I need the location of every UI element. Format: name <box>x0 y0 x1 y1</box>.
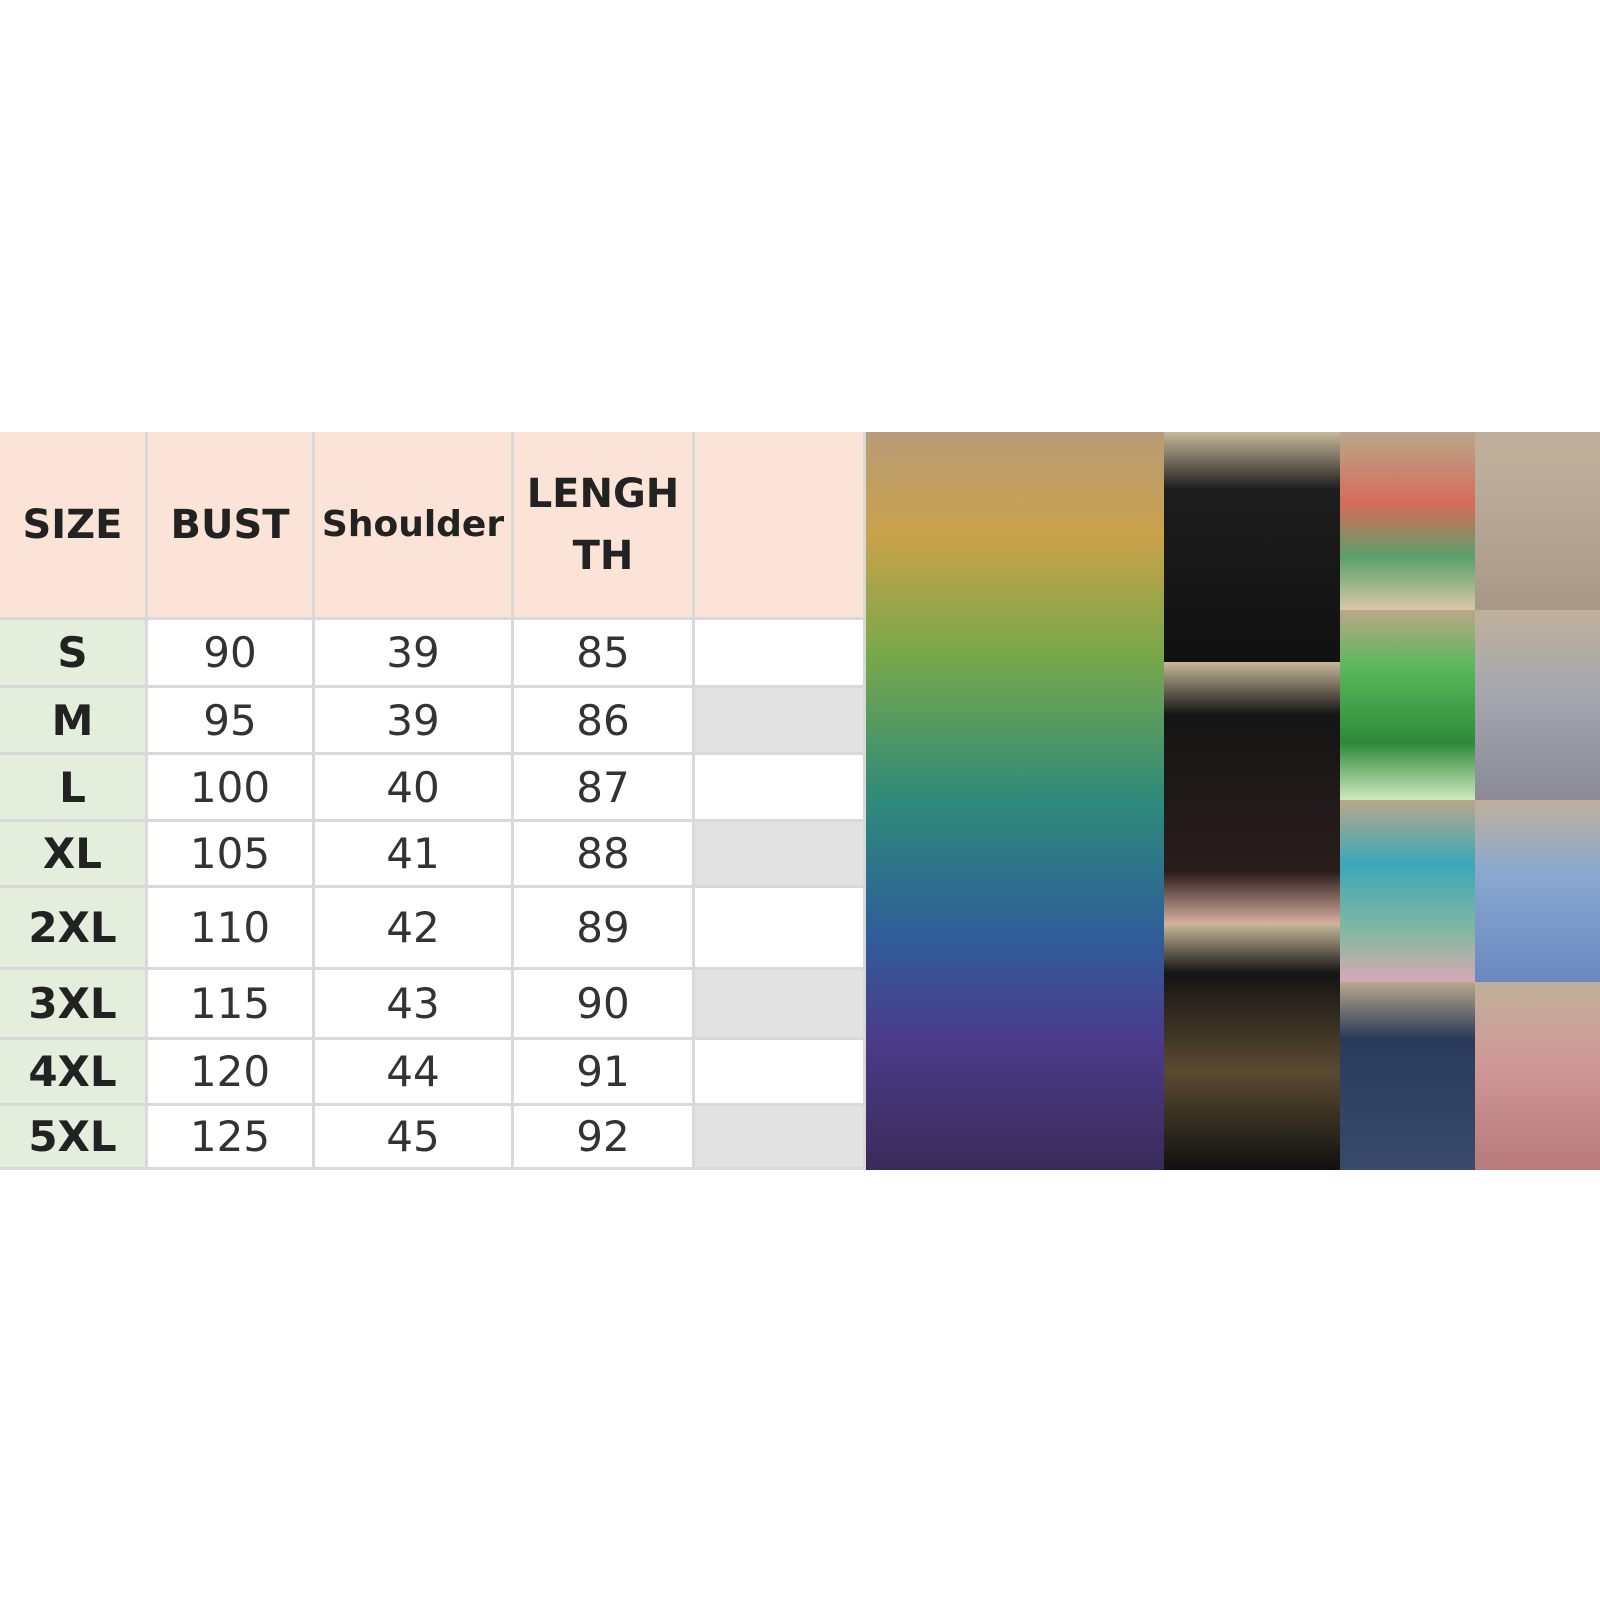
header-cell: BUST <box>148 432 315 620</box>
value-cell: 86 <box>514 688 695 755</box>
thumb <box>1164 924 1340 1170</box>
value-cell: 105 <box>148 822 315 888</box>
main-photo <box>866 432 1164 1170</box>
value-cell: 45 <box>315 1106 514 1170</box>
thumb <box>1475 982 1600 1170</box>
size-cell: 4XL <box>0 1040 148 1106</box>
value-cell: 43 <box>315 970 514 1040</box>
empty-cell <box>695 1106 866 1170</box>
empty-cell <box>695 620 866 688</box>
empty-cell <box>695 970 866 1040</box>
header-cell: Shoulder <box>315 432 514 620</box>
size-cell: 2XL <box>0 888 148 970</box>
header-cell <box>695 432 866 620</box>
value-cell: 41 <box>315 822 514 888</box>
thumb <box>1164 432 1340 662</box>
value-cell: 87 <box>514 755 695 822</box>
header-cell: SIZE <box>0 432 148 620</box>
size-cell: S <box>0 620 148 688</box>
empty-cell <box>695 755 866 822</box>
value-cell: 92 <box>514 1106 695 1170</box>
size-cell: 5XL <box>0 1106 148 1170</box>
value-cell: 39 <box>315 620 514 688</box>
size-cell: L <box>0 755 148 822</box>
value-cell: 95 <box>148 688 315 755</box>
thumb <box>1340 610 1475 800</box>
thumb <box>1340 982 1475 1170</box>
value-cell: 115 <box>148 970 315 1040</box>
value-cell: 44 <box>315 1040 514 1106</box>
value-cell: 89 <box>514 888 695 970</box>
thumb <box>1475 610 1600 800</box>
header-cell: LENGH TH <box>514 432 695 620</box>
value-cell: 90 <box>514 970 695 1040</box>
value-cell: 90 <box>148 620 315 688</box>
value-cell: 120 <box>148 1040 315 1106</box>
value-cell: 100 <box>148 755 315 822</box>
value-cell: 110 <box>148 888 315 970</box>
value-cell: 85 <box>514 620 695 688</box>
thumb <box>1164 662 1340 924</box>
thumb <box>1340 800 1475 982</box>
thumb <box>1475 800 1600 982</box>
empty-cell <box>695 1040 866 1106</box>
value-cell: 88 <box>514 822 695 888</box>
size-cell: XL <box>0 822 148 888</box>
value-cell: 125 <box>148 1106 315 1170</box>
value-cell: 40 <box>315 755 514 822</box>
empty-cell <box>695 688 866 755</box>
thumb <box>1340 432 1475 610</box>
thumb <box>1475 432 1600 610</box>
size-cell: M <box>0 688 148 755</box>
empty-cell <box>695 888 866 970</box>
size-cell: 3XL <box>0 970 148 1040</box>
empty-cell <box>695 822 866 888</box>
value-cell: 91 <box>514 1040 695 1106</box>
value-cell: 42 <box>315 888 514 970</box>
value-cell: 39 <box>315 688 514 755</box>
